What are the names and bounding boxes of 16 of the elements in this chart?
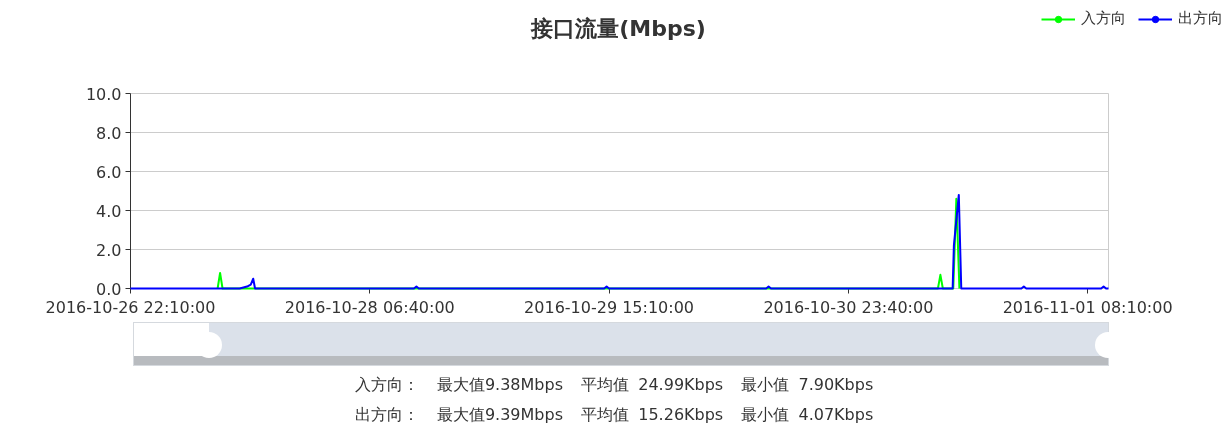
- text: 出方向： 最大值9.39Mbps 平均值 15.26Kbps 最小值 4.07Kbps: [354, 405, 874, 424]
- y-tick-label: 2.0: [96, 240, 122, 260]
- y-tick-label: 10.0: [85, 84, 122, 104]
- legend-label: 入方向: [1081, 9, 1126, 28]
- y-tick-label: 8.0: [96, 123, 122, 143]
- x-tick-label: 2016-11-01 08:10:00: [1002, 297, 1173, 317]
- x-tick-label: 2016-10-26 22:10:00: [45, 297, 216, 317]
- x-tick-label: 2016-10-30 23:40:00: [763, 297, 934, 317]
- y-tick-label: 0.0: [96, 279, 122, 299]
- chart-title: 接口流量(Mbps): [530, 16, 706, 41]
- legend-label: 出方向: [1178, 9, 1223, 28]
- y-tick-label: 6.0: [96, 162, 122, 182]
- y-tick-label: 4.0: [96, 201, 122, 221]
- x-tick-label: 2016-10-28 06:40:00: [284, 297, 455, 317]
- x-tick-label: 2016-10-29 15:10:00: [524, 297, 695, 317]
- text: 入方向： 最大值9.38Mbps 平均值 24.99Kbps 最小值 7.90Kbps: [354, 375, 874, 394]
